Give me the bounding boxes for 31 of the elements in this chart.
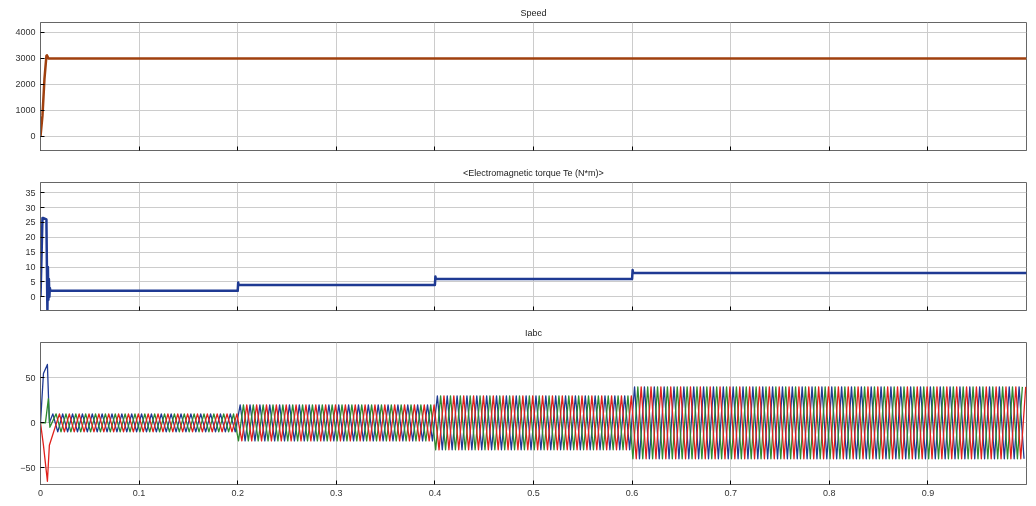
y-tick-label: 2000	[15, 79, 36, 90]
x-tick-label: 0.6	[625, 487, 639, 498]
x-tick-label: 0.3	[330, 487, 343, 498]
x-tick-label: 0.5	[527, 487, 540, 498]
y-tick-label: 1000	[15, 105, 36, 116]
y-tick-label: 0	[30, 131, 36, 142]
y-tick-label: −50	[20, 462, 36, 473]
y-tick-label: 35	[25, 187, 36, 198]
chart-title: <Electromagnetic torque Te (N*m)>	[462, 167, 604, 178]
x-tick-label: 0.2	[231, 487, 244, 498]
y-tick-label: 0	[30, 291, 36, 302]
y-tick-label: 10	[25, 262, 36, 273]
x-tick-label: 0.7	[724, 487, 737, 498]
x-tick-label: 0	[38, 487, 44, 498]
y-tick-label: 5	[30, 276, 36, 287]
y-tick-label: 15	[25, 247, 36, 258]
x-tick-label: 0.1	[132, 487, 146, 498]
y-tick-label: 50	[25, 372, 36, 383]
y-tick-label: 30	[25, 202, 36, 213]
y-tick-label: 3000	[15, 53, 36, 64]
chart-title: Speed	[520, 7, 547, 18]
line-series	[40, 363, 1025, 460]
x-tick-label: 0.4	[428, 487, 442, 498]
y-tick-label: 4000	[15, 27, 36, 38]
y-tick-label: 20	[25, 232, 36, 243]
x-tick-label: 0.8	[823, 487, 836, 498]
x-tick-label: 0.9	[921, 487, 935, 498]
chart-title: Iabc	[524, 327, 543, 338]
y-tick-label: 25	[25, 217, 36, 228]
line-series	[40, 54, 1027, 138]
y-tick-label: 0	[30, 417, 36, 428]
